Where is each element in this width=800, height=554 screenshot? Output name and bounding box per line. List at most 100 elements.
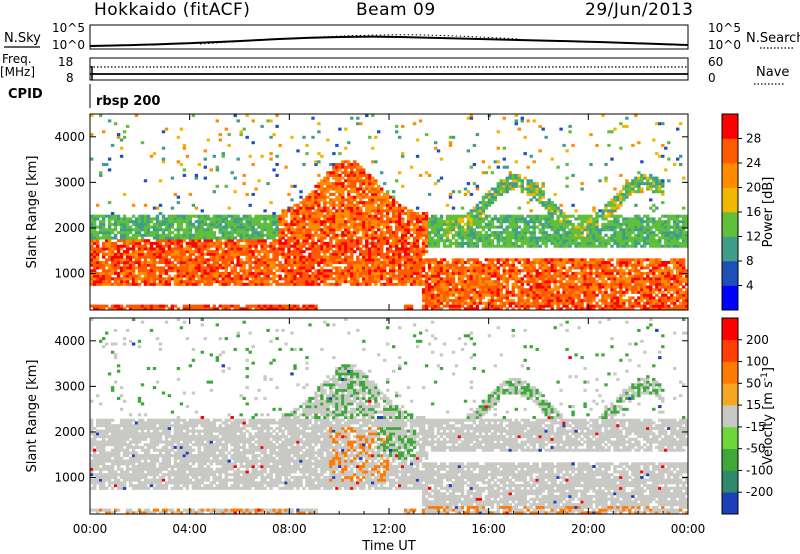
power-cell — [182, 168, 187, 172]
power-cell — [293, 247, 297, 251]
power-cell — [110, 212, 115, 216]
power-cell — [99, 214, 103, 218]
power-cell — [102, 163, 106, 167]
power-cell — [102, 236, 106, 240]
power-cell — [457, 244, 462, 248]
power-cell — [406, 307, 411, 310]
power-cell — [320, 236, 324, 240]
power-cell — [224, 266, 228, 270]
power-cell — [281, 252, 285, 256]
power-cell — [329, 277, 333, 281]
power-cell — [574, 225, 578, 229]
power-cell — [140, 250, 145, 254]
power-cell — [332, 266, 336, 270]
power-cell — [448, 214, 453, 218]
power-cell — [251, 119, 255, 123]
power-cell — [392, 220, 396, 224]
power-cell — [281, 244, 285, 248]
power-cell — [496, 258, 500, 262]
power-cell — [502, 263, 506, 267]
power-cell — [568, 266, 572, 270]
power-cell — [344, 247, 348, 251]
power-cell — [308, 236, 312, 240]
power-cell — [508, 274, 512, 278]
power-cell — [105, 304, 109, 308]
power-cell — [338, 152, 342, 156]
power-cell — [517, 225, 521, 229]
power-cell — [508, 222, 512, 226]
power-cell — [266, 231, 270, 235]
power-cell — [374, 266, 378, 270]
power-cell — [577, 233, 581, 237]
power-cell — [493, 293, 497, 297]
power-cell — [93, 222, 97, 226]
power-cell — [523, 222, 527, 226]
power-cell — [472, 282, 477, 286]
power-cell — [254, 277, 258, 281]
power-cell — [380, 233, 384, 237]
power-cell — [359, 179, 363, 183]
power-cell — [403, 241, 408, 245]
power-cell — [517, 239, 521, 243]
power-cell — [448, 241, 453, 245]
power-cell — [436, 236, 441, 240]
power-cell — [475, 217, 480, 221]
power-cell — [383, 198, 387, 202]
power-cell — [547, 261, 551, 265]
power-cell — [427, 233, 432, 237]
power-cell — [350, 225, 354, 229]
power-cell — [472, 301, 477, 305]
power-cell — [260, 255, 264, 259]
power-cell — [574, 271, 578, 275]
power-cell — [430, 231, 435, 235]
power-cell — [454, 258, 459, 262]
power-cell — [116, 247, 121, 251]
power-cell — [242, 228, 246, 232]
power-cell — [466, 266, 471, 270]
power-cell — [583, 290, 587, 294]
power-cell — [520, 228, 524, 232]
power-cell — [421, 258, 426, 262]
power-cell — [535, 192, 539, 196]
power-cell — [550, 222, 554, 226]
power-cell — [245, 271, 249, 275]
power-cell — [188, 280, 193, 284]
power-cell — [526, 225, 530, 229]
power-cell — [583, 282, 587, 286]
power-cell — [457, 258, 462, 262]
power-cell — [487, 114, 492, 118]
power-cell — [227, 280, 231, 284]
power-cell — [194, 233, 199, 237]
power-cell — [409, 165, 414, 169]
power-cell — [586, 271, 590, 275]
power-cell — [550, 288, 554, 292]
power-cell — [110, 277, 115, 281]
power-cell — [152, 206, 157, 210]
power-cell — [347, 217, 351, 221]
power-cell — [335, 277, 339, 281]
power-cell — [182, 217, 187, 221]
power-cell — [475, 239, 480, 243]
power-cell — [128, 304, 133, 308]
power-cell — [541, 288, 545, 292]
power-cell — [152, 269, 157, 273]
power-cell — [146, 255, 151, 259]
power-cell — [314, 258, 318, 262]
power-cell — [218, 228, 222, 232]
power-cell — [302, 274, 306, 278]
power-cell — [430, 228, 435, 232]
power-cell — [278, 241, 282, 245]
power-cell — [401, 277, 405, 281]
power-cell — [436, 285, 441, 289]
power-cell — [511, 261, 515, 265]
power-cell — [466, 239, 471, 243]
power-cell — [392, 214, 396, 218]
power-cell — [305, 212, 309, 216]
power-cell — [380, 217, 384, 221]
power-cell — [110, 143, 115, 147]
power-cell — [122, 307, 127, 310]
power-cell — [389, 271, 393, 275]
power-cell — [451, 299, 456, 303]
power-cell — [329, 203, 333, 207]
power-cell — [260, 282, 264, 286]
